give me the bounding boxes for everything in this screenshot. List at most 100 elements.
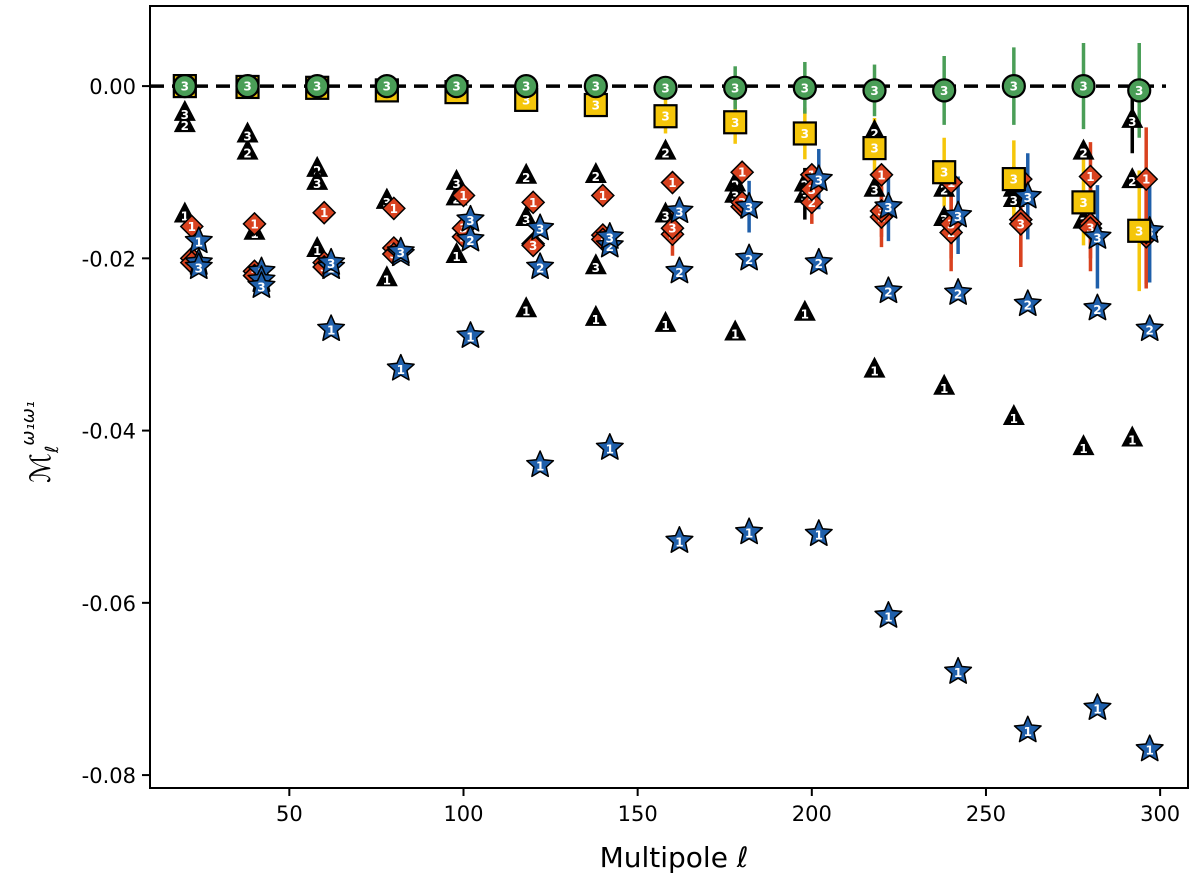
circle-label-3-4-marker xyxy=(444,73,469,99)
star-label-2-11-marker xyxy=(944,278,973,305)
triangle-label-2-13-marker xyxy=(1072,138,1095,160)
star-label-2-7-label: 2 xyxy=(675,266,683,280)
triangle-label-1-10-label: 1 xyxy=(870,365,878,379)
triangle-label-2-5-label: 2 xyxy=(522,171,530,185)
triangle-label-1-13-marker xyxy=(1072,434,1095,456)
star-label-1-9-label: 1 xyxy=(815,528,823,542)
triangle-label-3-10-marker xyxy=(863,175,886,197)
diamond-label-3-12-label: 3 xyxy=(1017,217,1025,231)
star-label-1-2-marker xyxy=(317,314,346,342)
diamond-label-2-9-label: 2 xyxy=(808,196,816,210)
circle-label-3-markers: 3 3 3 3 3 3 3 3 3 3 3 3 3 3 3 xyxy=(172,73,1152,103)
x-tick-label-100: 100 xyxy=(443,802,483,826)
x-tick-label-50: 50 xyxy=(276,802,303,826)
circle-label-3-7-label: 3 xyxy=(661,81,669,95)
star-label-3-7-label: 3 xyxy=(675,205,683,219)
square-label-3-11-label: 3 xyxy=(940,166,948,180)
triangle-label-2-1-label: 2 xyxy=(243,147,251,161)
star-label-1-0-marker xyxy=(184,226,213,254)
y-axis-title-main: ℳ xyxy=(24,453,57,483)
x-axis-title: Multipole ℓ xyxy=(600,841,749,874)
triangle-label-3-5-label: 3 xyxy=(522,213,530,227)
diamond-label-1-7-label: 1 xyxy=(668,176,676,190)
star-label-1-6-marker xyxy=(595,433,624,460)
diamond-label-2-9-marker xyxy=(799,190,824,215)
star-label-1-10-marker xyxy=(874,601,903,628)
star-label-1-11-label: 1 xyxy=(954,666,962,680)
circle-label-3-0-label: 3 xyxy=(181,80,189,94)
diamond-label-1-5-label: 1 xyxy=(529,196,537,210)
star-label-1-4-label: 1 xyxy=(466,330,474,344)
star-label-3-8-marker xyxy=(735,191,764,219)
y-tick-label--0.06: -0.06 xyxy=(82,592,136,616)
square-label-3-14-label: 3 xyxy=(1135,224,1143,238)
triangle-label-3-6-label: 3 xyxy=(592,261,600,275)
square-label-3-9-label: 3 xyxy=(801,127,809,141)
square-label-3-14-marker xyxy=(1127,218,1152,243)
y-axis-title-sub: ℓ xyxy=(42,446,63,454)
star-label-1-13-marker xyxy=(1083,693,1112,720)
diamond-label-1-13-marker xyxy=(1078,164,1103,189)
triangle-label-3-1-marker xyxy=(236,121,259,143)
circle-label-3-12-marker xyxy=(1001,73,1026,99)
star-label-2-13-label: 2 xyxy=(1093,303,1101,317)
star-label-1-12-marker xyxy=(1013,715,1042,743)
x-tick-label-200: 200 xyxy=(792,802,832,826)
star-label-1-13-label: 1 xyxy=(1093,702,1101,716)
triangle-label-3-10-label: 3 xyxy=(870,184,878,198)
triangle-label-2-11-label: 2 xyxy=(940,184,948,198)
circle-label-3-6-label: 3 xyxy=(592,80,600,94)
svg-text:ℳℓω₁ω₁: ℳℓω₁ω₁ xyxy=(18,401,63,483)
triangle-label-3-6-marker xyxy=(584,253,607,275)
star-label-3-6-marker xyxy=(595,222,624,249)
star-label-1-7-label: 1 xyxy=(675,535,683,549)
triangle-label-1-3-marker xyxy=(375,265,398,287)
star-label-3-12-marker xyxy=(1013,181,1042,209)
triangle-label-1-2-marker xyxy=(306,236,329,258)
circle-label-3-3-label: 3 xyxy=(383,80,391,94)
y-tick-label--0.02: -0.02 xyxy=(82,247,136,271)
triangle-label-3-2-label: 3 xyxy=(313,177,321,191)
circle-label-3-9-label: 3 xyxy=(801,81,809,95)
triangle-label-2-10-label: 2 xyxy=(870,127,878,141)
triangle-label-1-14-label: 1 xyxy=(1128,433,1136,447)
star-label-3-13-label: 3 xyxy=(1093,231,1101,245)
triangle-label-3-1-label: 3 xyxy=(243,129,251,143)
circle-label-3-4-label: 3 xyxy=(452,80,460,94)
triangle-label-3-7-marker xyxy=(654,201,677,223)
triangle-label-3-0-label: 3 xyxy=(181,108,189,122)
x-tick-label-300: 300 xyxy=(1140,802,1180,826)
star-label-2-10-label: 2 xyxy=(884,286,892,300)
circle-label-3-14-label: 3 xyxy=(1135,84,1143,98)
square-label-3-11-marker xyxy=(932,160,957,185)
star-label-2-5-label: 2 xyxy=(536,261,544,275)
y-tick-label--0.08: -0.08 xyxy=(82,764,136,788)
triangle-label-2-6-marker xyxy=(584,161,607,183)
diamond-label-1-1-label: 1 xyxy=(250,217,258,231)
diamond-label-1-7-marker xyxy=(660,170,685,195)
y-tick-label-0.00: 0.00 xyxy=(89,75,136,99)
triangle-label-1-5-label: 1 xyxy=(522,304,530,318)
circle-label-3-7-marker xyxy=(653,75,678,100)
circle-label-3-10-marker xyxy=(862,78,887,103)
triangle-label-2-5-marker xyxy=(515,162,538,184)
diamond-label-1-14-label: 1 xyxy=(1142,173,1150,187)
circle-label-3-5-marker xyxy=(514,73,539,99)
star-label-3-10-label: 3 xyxy=(884,201,892,215)
triangle-label-1-7-label: 1 xyxy=(661,319,669,333)
circle-label-3-11-label: 3 xyxy=(940,84,948,98)
star-label-1-7-marker xyxy=(665,526,694,553)
diamond-label-1-1-marker xyxy=(242,211,267,236)
triangle-label-1-8-marker xyxy=(724,319,747,341)
triangle-label-1-markers: 111111111111111 xyxy=(173,201,1144,456)
triangle-label-1-6-label: 1 xyxy=(592,313,600,327)
triangle-label-1-6-marker xyxy=(584,304,607,326)
star-label-1-10-label: 1 xyxy=(884,610,892,624)
star-label-3-2-label: 3 xyxy=(327,257,335,271)
square-label-3-12-marker xyxy=(1001,167,1026,192)
star-label-3-11-label: 3 xyxy=(954,210,962,224)
triangle-label-3-5-marker xyxy=(515,205,538,227)
star-label-2-8-label: 2 xyxy=(745,253,753,267)
